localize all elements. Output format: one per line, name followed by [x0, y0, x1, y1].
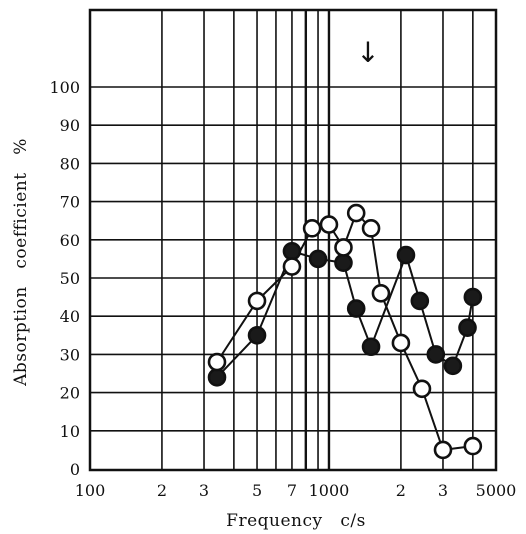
open-point — [282, 257, 302, 276]
y-tick-label: 60 — [60, 231, 80, 250]
y-axis-title: Absorption coefficient % — [11, 138, 31, 387]
annotation-arrow: ↓ — [356, 36, 379, 69]
y-tick-label: 10 — [60, 422, 80, 441]
y-tick-label: 90 — [60, 116, 80, 135]
x-tick-label: 5 — [252, 481, 262, 500]
open-point — [346, 203, 366, 223]
x-tick-label: 1000 — [309, 481, 350, 500]
open-point — [433, 440, 453, 460]
filled-point — [443, 356, 463, 376]
x-tick-label: 2 — [157, 481, 167, 500]
x-tick-label: 3 — [199, 481, 209, 500]
open-point — [412, 379, 432, 399]
filled-point — [463, 287, 483, 307]
open-point — [391, 333, 411, 353]
x-tick-label: 2 — [396, 481, 406, 500]
x-tick-label: 100 — [75, 481, 106, 500]
filled-point — [361, 337, 381, 357]
y-tick-label: 30 — [60, 345, 80, 364]
filled-point — [308, 249, 328, 269]
open-point — [247, 291, 267, 311]
open-point — [319, 215, 339, 234]
open-point — [361, 219, 381, 238]
y-tick-label: 80 — [60, 154, 80, 173]
x-axis-title: Frequency c/s — [226, 511, 366, 531]
filled-point — [458, 318, 477, 337]
x-tick-label: 7 — [287, 481, 297, 500]
open-point — [371, 283, 391, 303]
y-tick-label: 0 — [70, 460, 80, 479]
x-tick-label: 5000 — [476, 481, 517, 500]
x-tick-label: 3 — [438, 481, 448, 500]
filled-point — [247, 325, 267, 345]
y-tick-label: 20 — [60, 384, 80, 403]
y-tick-label: 40 — [60, 307, 80, 326]
filled-point — [282, 241, 302, 261]
filled-point — [426, 345, 446, 364]
open-point — [207, 352, 227, 372]
tick-labels: 100 2 3 5 7 1000 2 3 5000 0 10 20 30 40 50 60 70 80 90 100 — [49, 78, 516, 500]
open-point — [334, 238, 353, 257]
filled-point — [346, 299, 366, 318]
y-tick-label: 70 — [60, 193, 80, 212]
y-tick-label: 100 — [49, 78, 80, 97]
grid — [88, 8, 498, 472]
filled-point — [334, 253, 353, 273]
data-points — [207, 203, 483, 460]
filled-point — [410, 291, 430, 311]
filled-point — [396, 245, 416, 265]
open-point — [463, 436, 483, 456]
y-tick-label: 50 — [60, 269, 80, 288]
open-point — [302, 219, 322, 238]
filled-point — [207, 368, 227, 387]
